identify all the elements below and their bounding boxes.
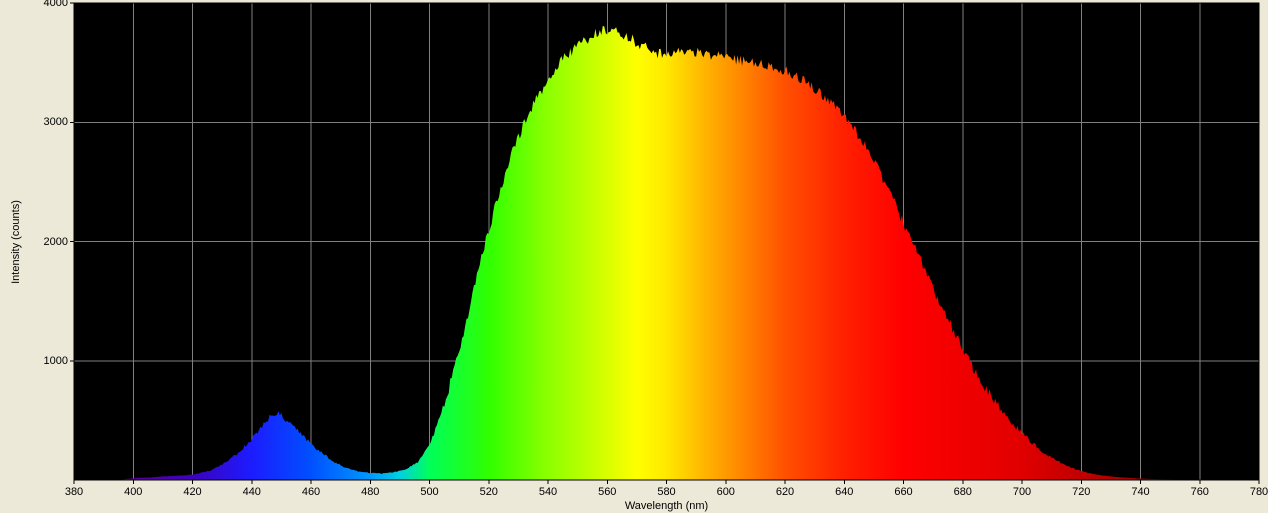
x-tick-label: 700 [1013, 486, 1031, 498]
x-tick-label: 760 [1191, 486, 1209, 498]
x-tick-label: 560 [598, 486, 616, 498]
x-tick-label: 380 [65, 486, 83, 498]
x-tick-label: 460 [302, 486, 320, 498]
x-tick-label: 740 [1131, 486, 1149, 498]
x-tick-label: 540 [539, 486, 557, 498]
x-tick-label: 400 [124, 486, 142, 498]
x-tick-label: 520 [480, 486, 498, 498]
x-tick-label: 440 [243, 486, 261, 498]
y-axis-title: Intensity (counts) [10, 200, 22, 284]
y-tick-label: 3000 [40, 116, 68, 128]
x-tick-label: 480 [361, 486, 379, 498]
spectrum-chart: Wavelength (nm) Intensity (counts) 380 40… [0, 0, 1268, 513]
x-axis-title: Wavelength (nm) [625, 500, 708, 512]
x-tick-label: 780 [1250, 486, 1268, 498]
y-tick-label: 4000 [40, 0, 68, 9]
y-tick-label: 2000 [40, 236, 68, 248]
x-tick-label: 660 [894, 486, 912, 498]
x-tick-label: 500 [420, 486, 438, 498]
x-tick-label: 600 [717, 486, 735, 498]
x-tick-label: 580 [657, 486, 675, 498]
x-tick-label: 620 [776, 486, 794, 498]
x-tick-label: 640 [835, 486, 853, 498]
spectrum-plot-svg [0, 0, 1268, 513]
x-tick-label: 420 [183, 486, 201, 498]
x-tick-label: 680 [954, 486, 972, 498]
x-tick-label: 720 [1072, 486, 1090, 498]
y-tick-label: 1000 [40, 355, 68, 367]
